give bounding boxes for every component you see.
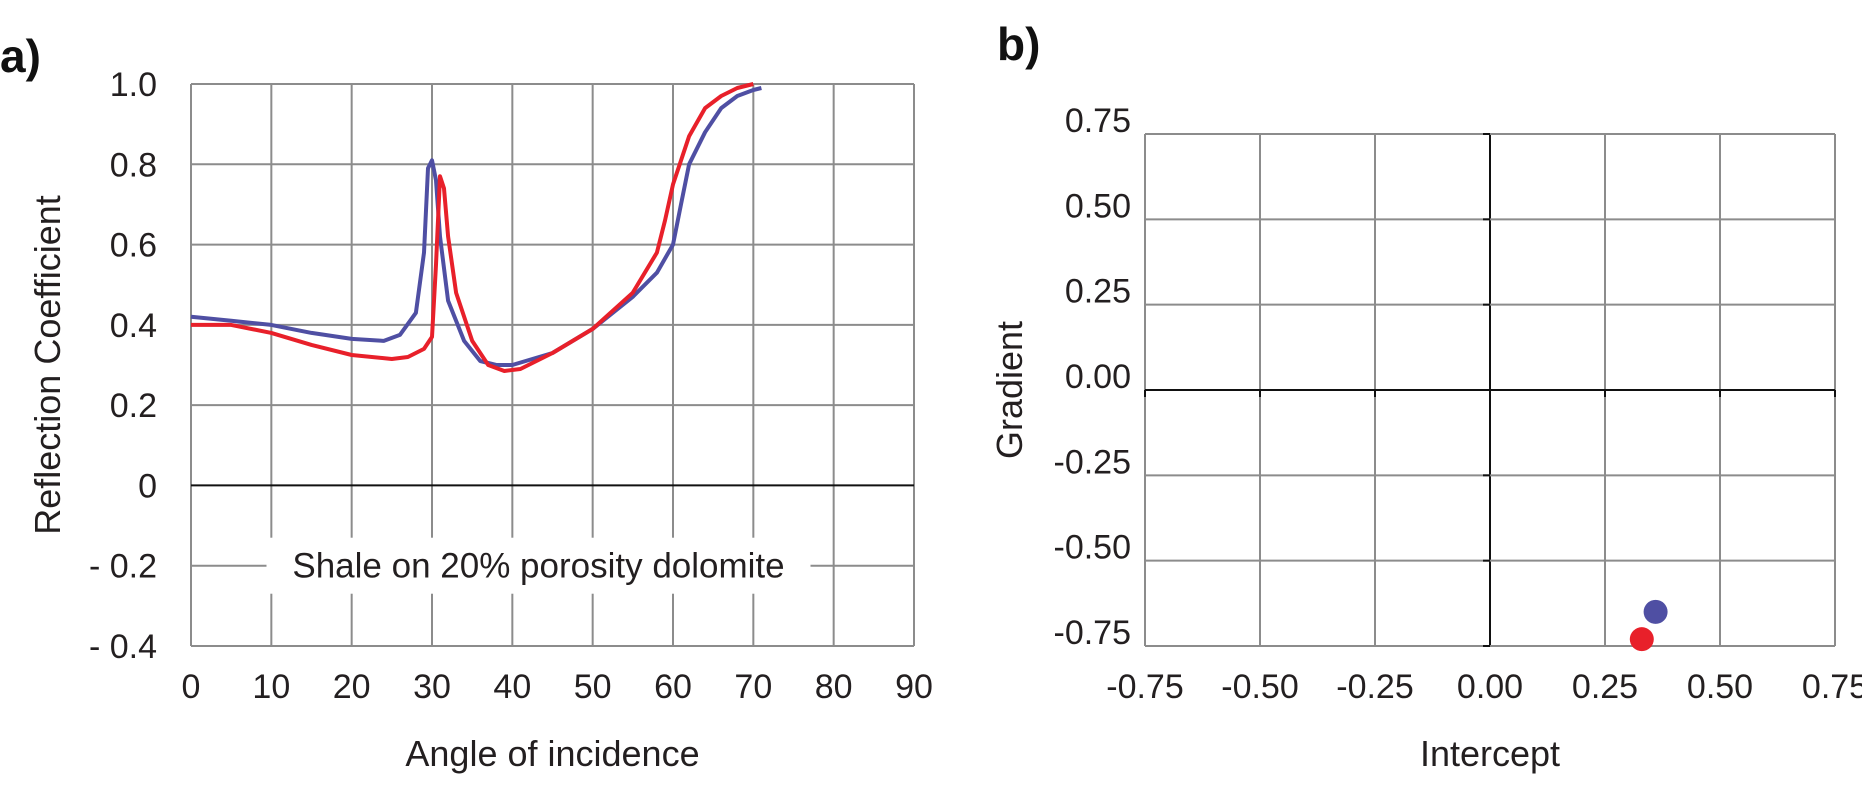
- panel-b-grid: [1144, 133, 1836, 647]
- panel-a-y-tick-label: - 0.4: [89, 628, 157, 666]
- panel-a-x-tick-label: 50: [574, 668, 612, 706]
- panel-b-y-tick-labels: 0.75 0.50 0.25 0.00 -0.25 -0.50 -0.75: [1054, 102, 1132, 652]
- panel-b-point-1: [1629, 627, 1654, 652]
- panel-a-x-tick-label: 90: [895, 668, 933, 706]
- panel-a-x-tick-label: 10: [252, 668, 290, 706]
- panel-a-y-tick-label: 0: [138, 467, 157, 505]
- panel-a-x-tick-label: 70: [734, 668, 772, 706]
- panel-b-x-tick-label: 0.25: [1572, 668, 1638, 706]
- panel-a-y-tick-labels: 1.0 0.8 0.6 0.4 0.2 0 - 0.2 - 0.4: [89, 66, 157, 666]
- panel-b-x-tick-label: -0.25: [1336, 668, 1414, 706]
- panel-b-x-tick-label: -0.75: [1106, 668, 1184, 706]
- panel-b-x-tick-label: 0.00: [1457, 668, 1523, 706]
- panel-a-x-tick-label: 20: [333, 668, 371, 706]
- panel-b-point-0: [1643, 599, 1668, 624]
- panel-b-x-axis-title: Intercept: [1420, 733, 1560, 774]
- panel-a-y-tick-label: 0.2: [110, 387, 157, 425]
- panel-a-series-line-1: [191, 82, 754, 373]
- panel-a-x-tick-label: 60: [654, 668, 692, 706]
- panel-a-x-tick-label: 30: [413, 668, 451, 706]
- panel-b-points: [1629, 599, 1668, 652]
- panel-a-x-tick-labels: 0 10 20 30 40 50 60 70 80 90: [182, 668, 933, 706]
- panel-a-annotation-background: [266, 537, 811, 594]
- panel-b-x-tick-labels: -0.75 -0.50 -0.25 0.00 0.25 0.50 0.75: [1106, 668, 1862, 706]
- panel-b-y-tick-label: 0.00: [1065, 358, 1131, 396]
- panel-a-y-tick-label: 0.8: [110, 146, 157, 184]
- panel-a-series: [190, 82, 762, 373]
- panel-b-scatter-chart: -0.75 -0.50 -0.25 0.00 0.25 0.50 0.75 0.75 0.50…: [989, 18, 1862, 774]
- panel-b-y-tick-label: 0.50: [1065, 187, 1131, 225]
- panel-b-y-tick-label: -0.50: [1054, 529, 1132, 567]
- panel-a-label: a): [0, 30, 41, 82]
- panel-a-x-tick-label: 80: [815, 668, 853, 706]
- panel-b-x-tick-label: -0.50: [1221, 668, 1299, 706]
- panel-b-y-tick-label: -0.25: [1054, 443, 1132, 481]
- panel-a-series-line-0: [190, 86, 762, 367]
- panel-a-x-axis-title: Angle of incidence: [405, 733, 699, 774]
- panel-b-label: b): [997, 18, 1040, 70]
- panel-a-y-axis-title: Reflection Coefficient: [27, 195, 68, 535]
- panel-a-y-tick-label: 1.0: [110, 66, 157, 104]
- panel-a-x-tick-label: 0: [182, 668, 201, 706]
- panel-a-y-tick-label: - 0.2: [89, 548, 157, 586]
- panel-b-y-tick-label: 0.25: [1065, 273, 1131, 311]
- panel-a-y-tick-label: 0.4: [110, 307, 157, 345]
- panel-a-line-chart: Shale on 20% porosity dolomite 0 10 20 30 40…: [0, 30, 933, 774]
- panel-b-y-tick-label: -0.75: [1054, 614, 1132, 652]
- panel-b-y-axis-title: Gradient: [989, 321, 1030, 459]
- panel-b-y-tick-label: 0.75: [1065, 102, 1131, 140]
- panel-b-x-tick-label: 0.50: [1687, 668, 1753, 706]
- panel-a-x-tick-label: 40: [493, 668, 531, 706]
- panel-a-y-tick-label: 0.6: [110, 227, 157, 265]
- panel-a-annotation: Shale on 20% porosity dolomite: [292, 547, 784, 586]
- panel-b-x-tick-label: 0.75: [1802, 668, 1862, 706]
